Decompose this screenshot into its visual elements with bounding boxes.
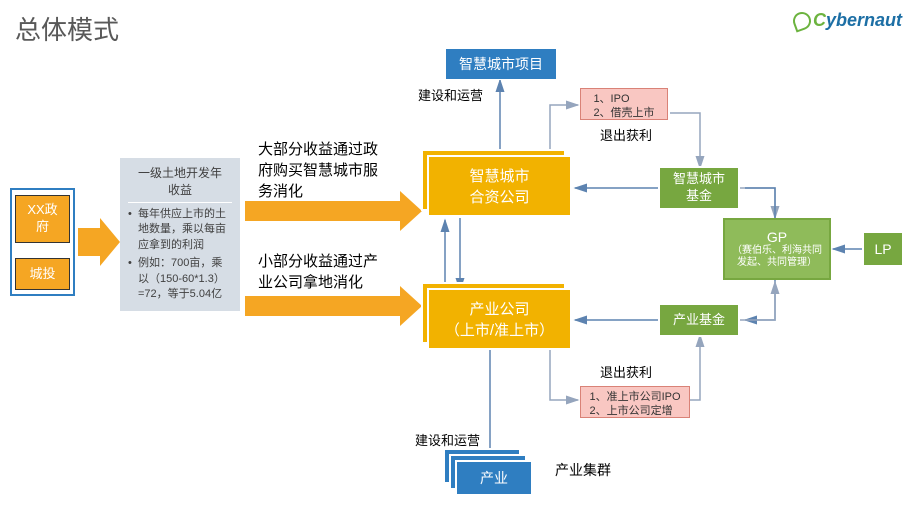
cluster-label: 产业集群 (555, 460, 611, 480)
exit-top-label: 退出获利 (600, 125, 652, 144)
mid-text-1: 大部分收益通过政 府购买智慧城市服 务消化 (258, 138, 378, 201)
gp-box: GP （赛伯乐、利海共同发起、共同管理） (723, 218, 831, 280)
build-operate-bottom: 建设和运营 (415, 430, 480, 449)
logo-swirl-icon (790, 9, 813, 32)
logo-first-letter: C (813, 10, 826, 31)
industry-co-stack: 产业公司 （上市/准上市） (427, 288, 572, 350)
smart-city-project-box: 智慧城市项目 (445, 48, 557, 80)
panel-bullet-1: 每年供应上市的土地数量，乘以每亩应拿到的利润 (128, 207, 232, 253)
jv-stack: 智慧城市 合资公司 (427, 155, 572, 217)
pink-bottom-box: 1、准上市公司IPO 2、上市公司定增 (580, 386, 690, 418)
industry-fund-box: 产业基金 (658, 303, 740, 337)
logo-rest: ybernaut (826, 10, 902, 31)
build-operate-top: 建设和运营 (418, 85, 483, 104)
gp-sub: （赛伯乐、利海共同发起、共同管理） (729, 245, 825, 269)
panel-header: 一级土地开发年 收益 (128, 164, 232, 203)
smart-city-fund-box: 智慧城市 基金 (658, 166, 740, 210)
gov-group-border (10, 188, 75, 296)
logo: C ybernaut (793, 10, 902, 31)
exit-bottom-label: 退出获利 (600, 362, 652, 381)
land-revenue-panel: 一级土地开发年 收益 每年供应上市的土地数量，乘以每亩应拿到的利润 例如：700… (120, 158, 240, 311)
pink-top-box: 1、IPO 2、借壳上市 (580, 88, 668, 120)
page-title: 总体模式 (15, 10, 119, 47)
industry-stack: 产业 (455, 460, 533, 496)
lp-box: LP (862, 231, 904, 267)
mid-text-2: 小部分收益通过产 业公司拿地消化 (258, 250, 378, 292)
gp-title: GP (767, 229, 787, 246)
panel-bullet-2: 例如：700亩，乘以（150-60*1.3）=72，等于5.04亿 (128, 256, 232, 302)
